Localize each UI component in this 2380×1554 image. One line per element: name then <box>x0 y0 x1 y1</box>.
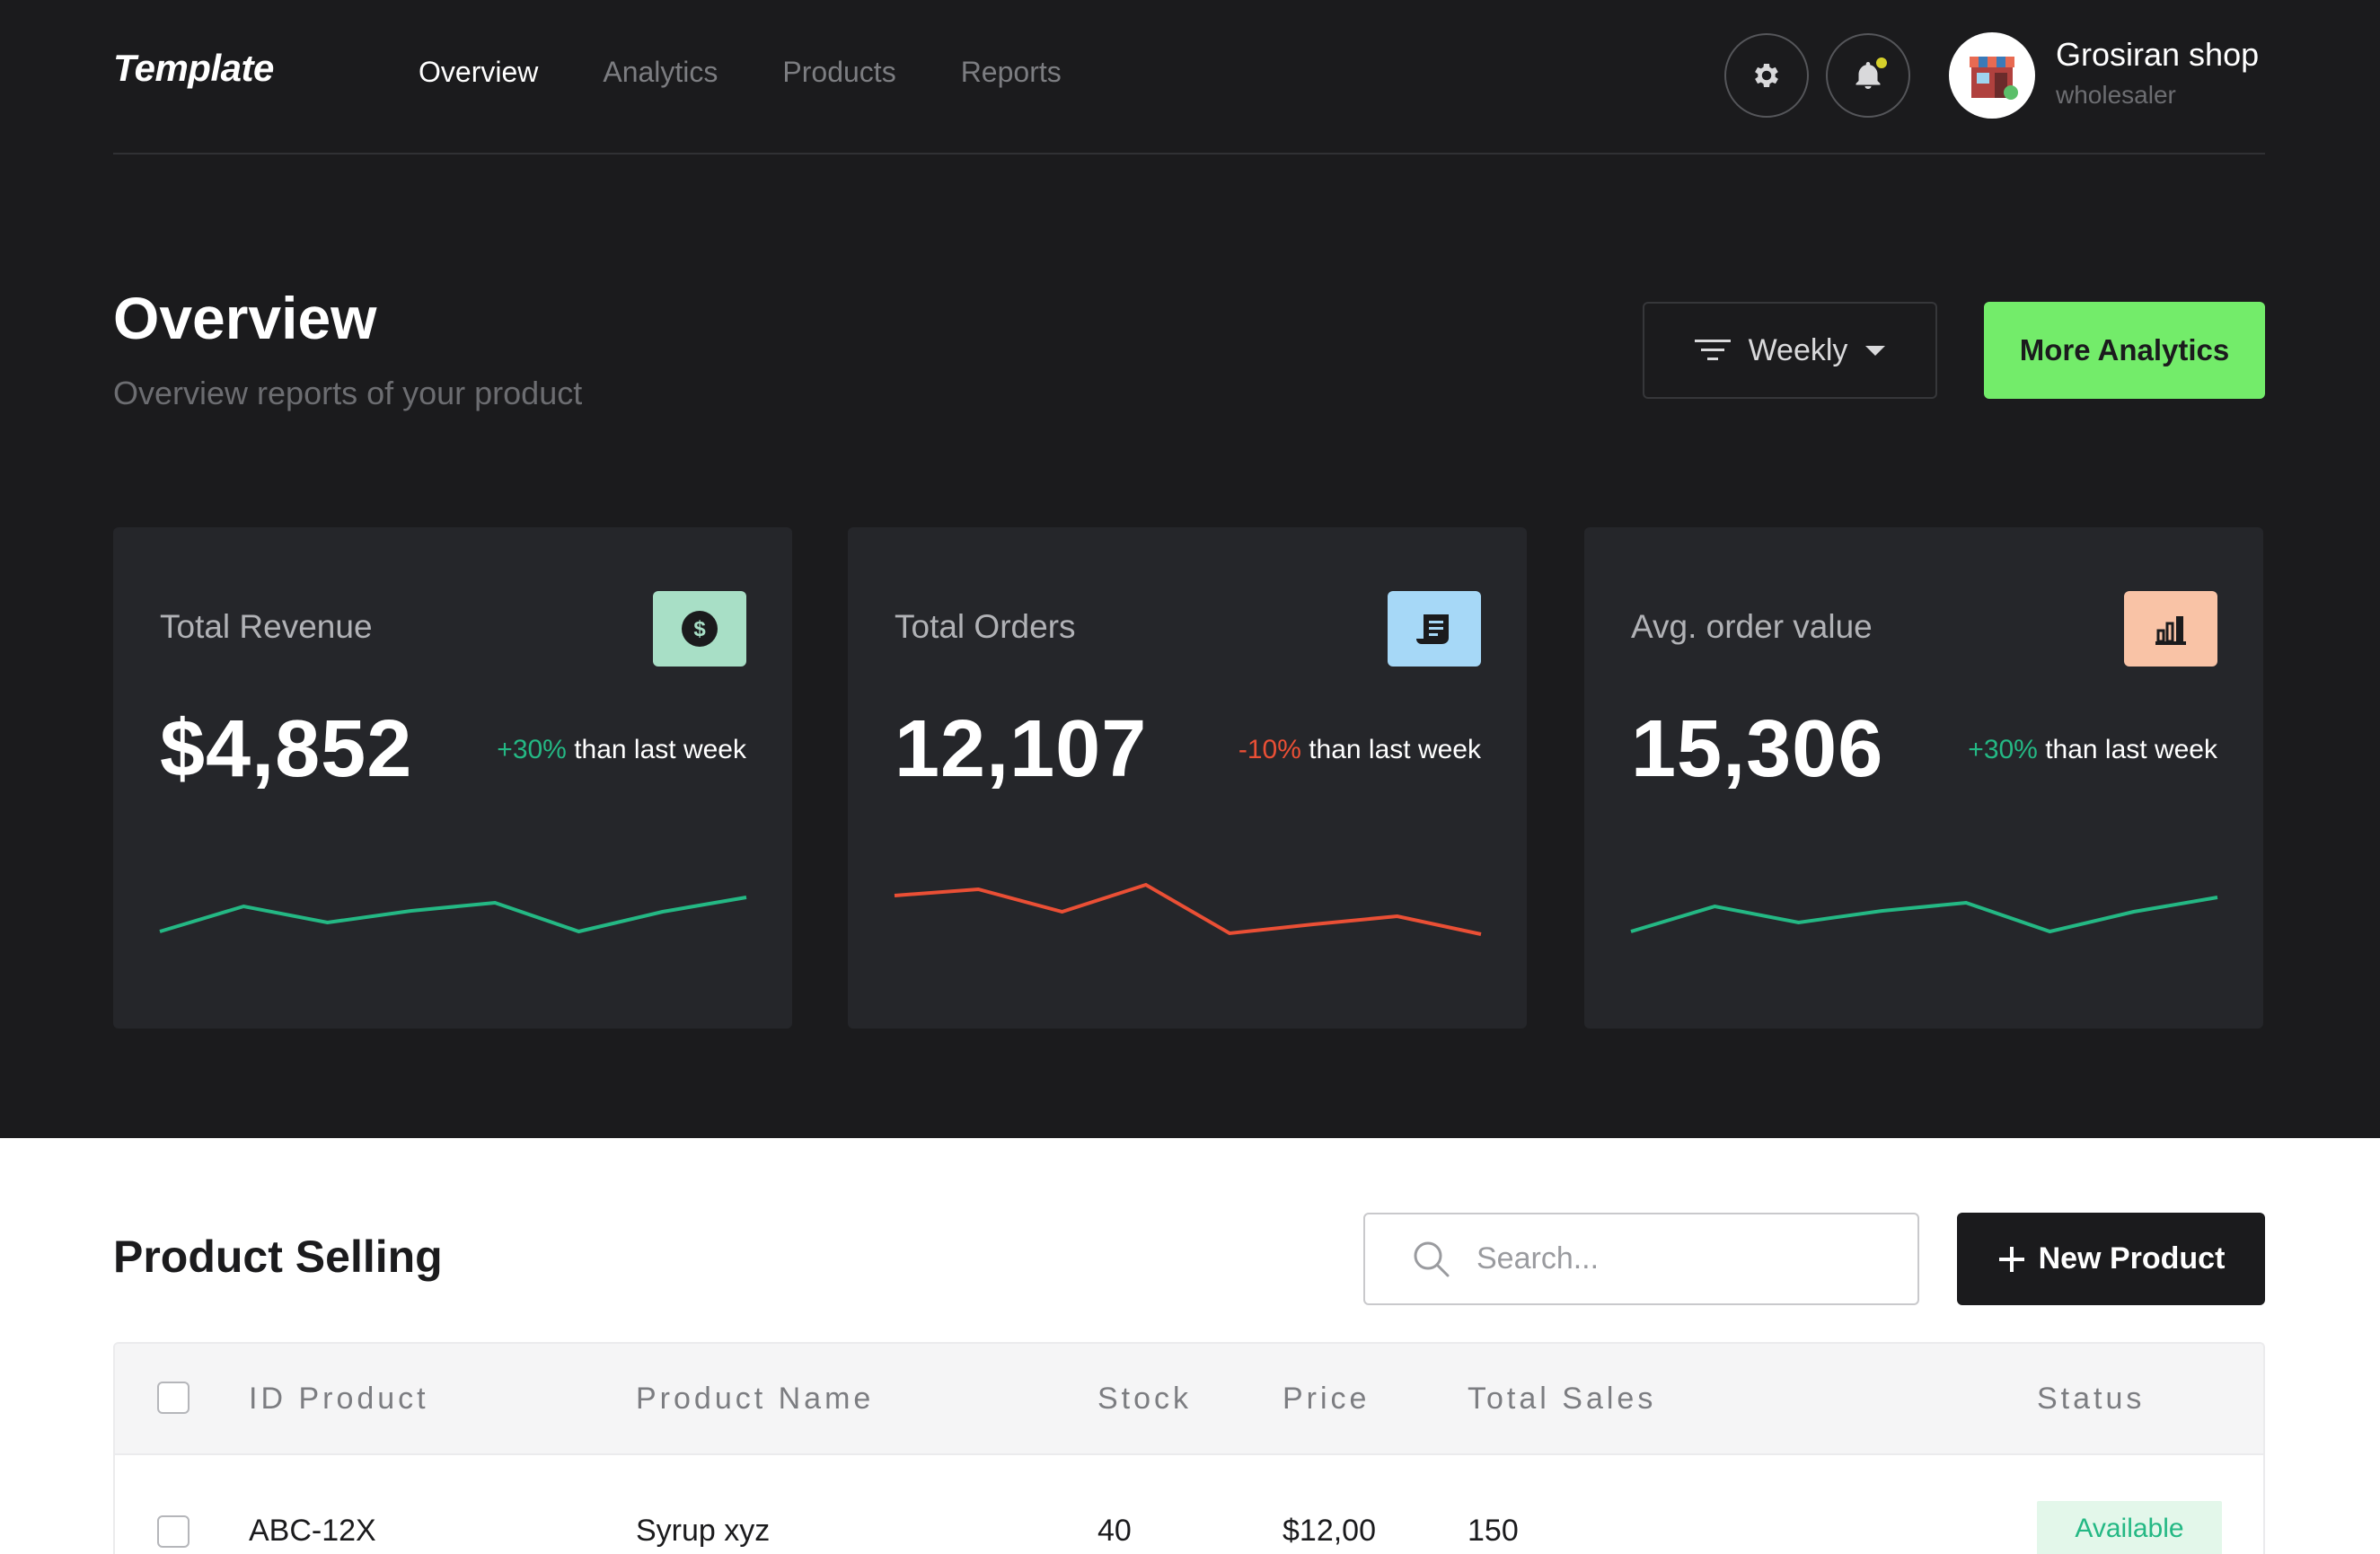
card-icon-box <box>2124 591 2217 667</box>
notifications-button[interactable] <box>1826 33 1910 118</box>
app-logo[interactable]: Template <box>113 47 274 89</box>
sparkline-chart <box>894 882 1482 936</box>
sparkline-chart <box>1630 896 2218 934</box>
card-value: 12,107 <box>895 704 1148 794</box>
column-header-name[interactable]: Product Name <box>636 1382 875 1416</box>
column-header-status[interactable]: Status <box>2037 1382 2146 1416</box>
section-title: Product Selling <box>113 1232 443 1282</box>
card-icon-box: $ <box>653 591 746 667</box>
page-subtitle: Overview reports of your product <box>113 375 583 411</box>
cell-id: ABC-12X <box>249 1514 376 1548</box>
row-checkbox[interactable] <box>157 1515 190 1548</box>
bar-chart-icon <box>2155 616 2186 645</box>
dollar-icon: $ <box>682 611 718 647</box>
select-all-checkbox[interactable] <box>157 1382 190 1414</box>
period-filter-dropdown[interactable]: Weekly <box>1643 302 1937 399</box>
column-header-price[interactable]: Price <box>1283 1382 1371 1416</box>
settings-button[interactable] <box>1724 33 1809 118</box>
period-filter-label: Weekly <box>1748 332 1848 367</box>
sparkline-line <box>894 882 1482 936</box>
nav-analytics[interactable]: Analytics <box>603 56 718 88</box>
stat-card-avg-order-value: Avg. order value 15,306 +30% than last w… <box>1584 527 2263 1029</box>
profile-name[interactable]: Grosiran shop <box>2056 36 2260 73</box>
column-header-stock[interactable]: Stock <box>1097 1382 1193 1416</box>
change-suffix: than last week <box>1300 735 1481 764</box>
card-change: +30% than last week <box>1968 735 2217 765</box>
change-percent: +30% <box>497 735 567 764</box>
stat-card-total-orders: Total Orders 12,107 -10% than last week <box>848 527 1527 1029</box>
card-value: 15,306 <box>1631 704 1884 794</box>
gear-icon <box>1755 63 1778 88</box>
search-icon <box>1414 1241 1450 1276</box>
card-label: Total Orders <box>895 608 1076 645</box>
card-label: Avg. order value <box>1631 608 1873 645</box>
caret-down-icon <box>1865 346 1886 356</box>
cell-stock: 40 <box>1097 1514 1132 1548</box>
notification-dot <box>1876 57 1887 68</box>
svg-text:$: $ <box>693 617 706 641</box>
new-product-button[interactable]: New Product <box>1957 1213 2265 1305</box>
column-header-id[interactable]: ID Product <box>249 1382 429 1416</box>
cell-price: $12,00 <box>1283 1514 1376 1548</box>
new-product-label: New Product <box>2038 1241 2226 1276</box>
change-suffix: than last week <box>566 735 746 764</box>
avatar[interactable] <box>1949 32 2035 119</box>
search-box[interactable] <box>1363 1213 1919 1305</box>
nav-overview[interactable]: Overview <box>419 56 539 88</box>
table-header: ID Product Product Name Stock Price Tota… <box>115 1344 2263 1455</box>
nav-products[interactable]: Products <box>782 56 896 88</box>
sparkline-chart <box>159 896 747 934</box>
cell-total-sales: 150 <box>1468 1514 1519 1548</box>
more-analytics-button[interactable]: More Analytics <box>1984 302 2265 399</box>
main-nav: Overview Analytics Products Reports <box>419 56 1062 89</box>
plus-icon <box>1998 1246 2024 1272</box>
filter-icon <box>1694 340 1731 360</box>
sparkline-line <box>159 896 747 934</box>
sparkline-line <box>1630 896 2218 934</box>
card-icon-box <box>1388 591 1481 667</box>
status-badge: Available <box>2037 1501 2222 1554</box>
card-label: Total Revenue <box>160 608 373 645</box>
header-divider <box>113 153 2265 155</box>
card-value: $4,852 <box>160 704 413 794</box>
page-title: Overview <box>113 285 377 351</box>
stat-card-total-revenue: Total Revenue $ $4,852 +30% than last we… <box>113 527 792 1029</box>
search-input[interactable] <box>1476 1241 1890 1276</box>
profile-role: wholesaler <box>2056 81 2176 109</box>
change-percent: -10% <box>1238 735 1301 764</box>
receipt-icon <box>1416 614 1449 644</box>
store-icon <box>1970 57 2018 100</box>
card-change: +30% than last week <box>497 735 746 765</box>
change-percent: +30% <box>1968 735 2038 764</box>
nav-reports[interactable]: Reports <box>960 56 1062 88</box>
bell-icon <box>1856 62 1881 89</box>
column-header-total-sales[interactable]: Total Sales <box>1468 1382 1657 1416</box>
cell-name: Syrup xyz <box>636 1514 771 1548</box>
change-suffix: than last week <box>2037 735 2217 764</box>
product-table: ID Product Product Name Stock Price Tota… <box>113 1342 2265 1554</box>
card-change: -10% than last week <box>1238 735 1481 765</box>
